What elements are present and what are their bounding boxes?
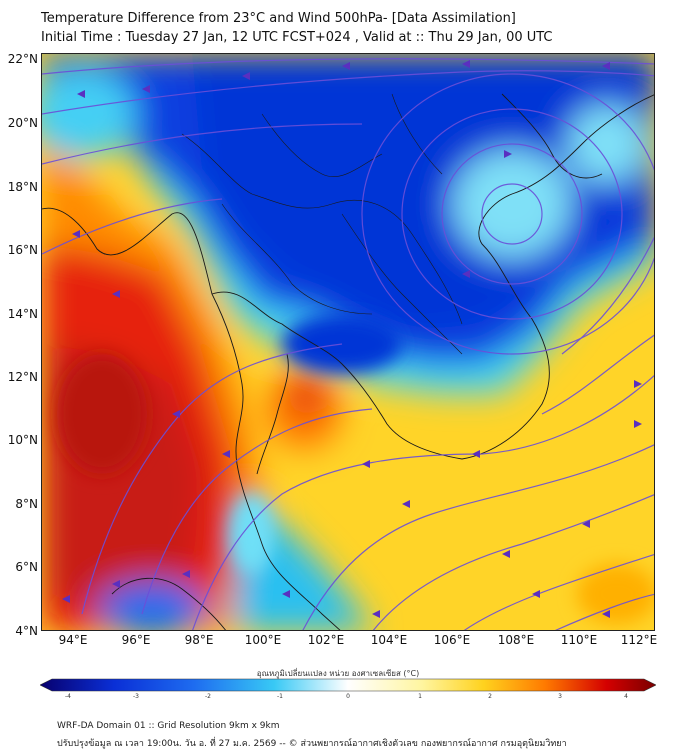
colorbar-tick: 0: [346, 693, 350, 700]
lat-label-20: 20°N: [7, 116, 38, 130]
lon-label-110: 110°E: [560, 633, 598, 647]
colorbar-tick: -4: [65, 693, 71, 700]
lon-label-94: 94°E: [58, 633, 88, 647]
coastlines: [42, 93, 654, 630]
lon-label-98: 98°E: [184, 633, 214, 647]
colorbar-tick: 3: [558, 693, 562, 700]
map-panel: [41, 53, 655, 631]
lat-label-16: 16°N: [7, 243, 38, 257]
footer-model-info: WRF-DA Domain 01 :: Grid Resolution 9km …: [57, 721, 280, 731]
colorbar-tick: 1: [418, 693, 422, 700]
colorbar-tick: 4: [624, 693, 628, 700]
lat-label-4: 4°N: [15, 624, 38, 638]
temperature-field: [42, 54, 654, 630]
map-subtitle: Initial Time : Tuesday 27 Jan, 12 UTC FC…: [41, 30, 553, 45]
wind-arrows: [62, 60, 642, 618]
lat-label-18: 18°N: [7, 180, 38, 194]
colorbar-title: อุณหภูมิเปลี่ยนแปลง หน่วย องศาเซลเซียส (…: [256, 669, 420, 678]
colorbar: [40, 678, 656, 692]
temperature-map: [42, 54, 654, 630]
colorbar-tick: -2: [205, 693, 211, 700]
lon-label-112: 112°E: [620, 633, 658, 647]
temperature-detail: [57, 314, 654, 624]
lat-label-6: 6°N: [15, 560, 38, 574]
lon-label-102: 102°E: [307, 633, 345, 647]
lon-label-108: 108°E: [497, 633, 535, 647]
lat-label-12: 12°N: [7, 370, 38, 384]
lat-label-14: 14°N: [7, 307, 38, 321]
wind-streamlines: [42, 58, 654, 630]
lon-label-106: 106°E: [433, 633, 471, 647]
lat-label-22: 22°N: [7, 52, 38, 66]
lon-label-100: 100°E: [244, 633, 282, 647]
map-title: Temperature Difference from 23°C and Win…: [41, 11, 516, 26]
lon-label-104: 104°E: [370, 633, 408, 647]
footer-credit: ปรับปรุงข้อมูล ณ เวลา 19:00น. วัน อ. ที่…: [57, 739, 567, 749]
colorbar-tick: 2: [488, 693, 492, 700]
colorbar-gradient: [40, 678, 656, 692]
colorbar-tick: -3: [133, 693, 139, 700]
lon-label-96: 96°E: [121, 633, 151, 647]
country-borders: [181, 93, 463, 355]
lat-label-8: 8°N: [15, 497, 38, 511]
colorbar-tick: -1: [277, 693, 283, 700]
chart-title-block: Temperature Difference from 23°C and Win…: [41, 9, 553, 47]
lat-label-10: 10°N: [7, 433, 38, 447]
